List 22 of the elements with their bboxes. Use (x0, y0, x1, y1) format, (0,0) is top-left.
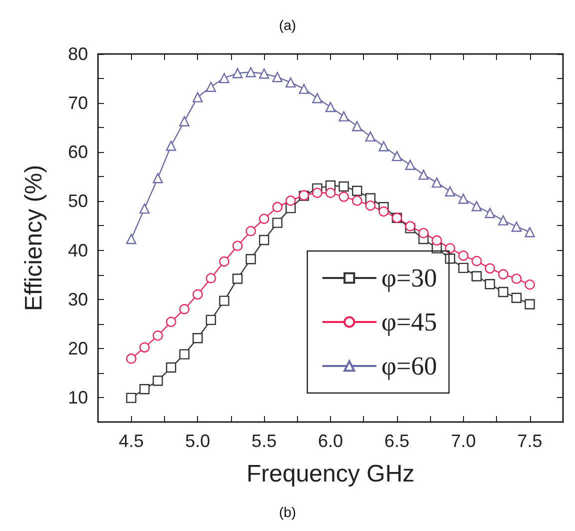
legend-label: φ=60 (381, 352, 438, 380)
y-tick-label: 40 (68, 240, 88, 260)
x-axis-title: Frequency GHz (246, 460, 415, 488)
y-tick-label: 20 (68, 338, 88, 358)
legend-label: φ=30 (381, 264, 438, 292)
x-tick-label: 7.5 (517, 431, 542, 451)
y-tick-label: 30 (68, 289, 88, 310)
y-tick-label: 80 (68, 44, 88, 64)
x-tick-label: 6.5 (384, 431, 410, 451)
x-tick-label: 7.0 (450, 431, 476, 451)
x-tick-label: 6.0 (318, 431, 344, 451)
y-tick-label: 50 (68, 191, 88, 212)
x-tick-label: 5.0 (185, 431, 210, 451)
y-axis-title: Efficiency (%) (20, 164, 48, 312)
y-tick-label: 70 (68, 93, 88, 114)
legend-label: φ=45 (381, 308, 438, 336)
text: (b) (278, 504, 296, 520)
text: (a) (278, 17, 296, 33)
y-tick-label: 60 (68, 142, 88, 162)
x-tick-label: 5.5 (252, 431, 277, 451)
x-tick-label: 4.5 (118, 431, 144, 451)
y-tick-label: 10 (68, 387, 88, 408)
